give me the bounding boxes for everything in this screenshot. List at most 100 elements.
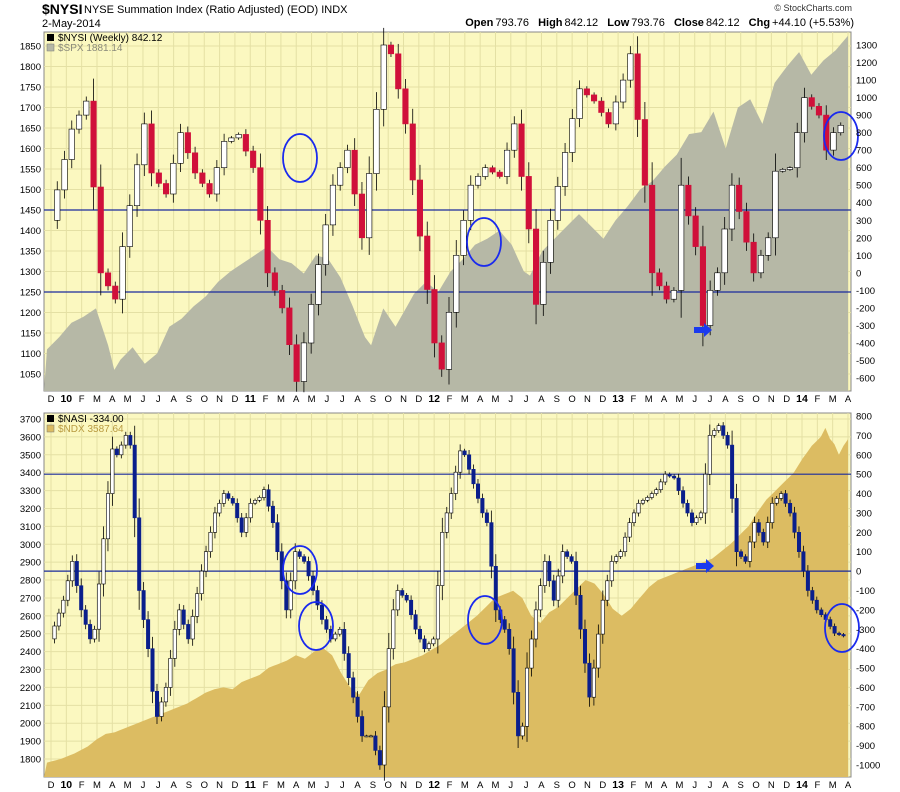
nasi-bar [163, 687, 168, 703]
nysi-bar [627, 53, 634, 81]
x-axis-label: M [277, 394, 285, 405]
nysi-bar [532, 228, 540, 305]
nasi-bar [297, 551, 302, 557]
right-axis-label: -300 [856, 625, 875, 636]
nasi-bar [475, 483, 480, 499]
nasi-bar [591, 667, 596, 698]
nysi-bar [489, 167, 496, 173]
x-axis-label: A [661, 394, 668, 405]
nysi-bar [329, 184, 337, 226]
nasi-bar [337, 628, 342, 635]
nasi-bar [596, 633, 601, 669]
x-axis-label: F [79, 780, 85, 791]
nasi-bar [770, 502, 775, 523]
nasi-bar [288, 580, 293, 611]
right-axis-label: 600 [856, 163, 872, 174]
nysi-bar [134, 164, 141, 207]
x-axis-label: A [661, 780, 668, 791]
x-axis-label: M [829, 394, 837, 405]
nysi-bar [503, 149, 511, 177]
x-axis-label: F [263, 394, 269, 405]
nysi-bar [416, 179, 424, 237]
nysi-bar [148, 123, 155, 174]
nysi-bar [409, 123, 416, 181]
nysi-bar [424, 235, 431, 290]
nysi-bar [380, 44, 387, 110]
x-axis-label: J [141, 394, 146, 405]
nasi-bar [217, 502, 222, 514]
right-axis-label: 800 [856, 128, 872, 139]
nasi-bar [293, 551, 298, 582]
x-axis-label: A [109, 394, 116, 405]
left-axis-label: 1900 [20, 737, 41, 748]
right-axis-label: -800 [856, 722, 875, 733]
arrow-icon [694, 323, 712, 337]
nysi-bar [163, 183, 170, 195]
legend-secondary: $NDX 3587.64 [58, 424, 124, 435]
nysi-bar [808, 97, 815, 107]
nasi-bar [342, 628, 347, 654]
nasi-bar [110, 448, 115, 494]
nysi-bar [402, 88, 409, 125]
nasi-bar [779, 493, 784, 499]
nasi-bar [97, 583, 102, 630]
nasi-bar [605, 580, 610, 601]
chart-header: $NYSI NYSE Summation Index (Ratio Adjust… [0, 0, 900, 30]
x-axis-label: A [538, 780, 545, 791]
change-label: Chg [748, 17, 771, 29]
x-axis-label: S [554, 780, 560, 791]
x-axis-label: O [752, 780, 759, 791]
left-axis-label: 1400 [20, 226, 41, 237]
x-axis-label: A [109, 780, 116, 791]
x-axis-label: N [400, 780, 407, 791]
right-axis-label: -700 [856, 702, 875, 713]
nasi-bar [774, 498, 779, 504]
highlight-circle [823, 111, 859, 161]
arrow-icon [696, 559, 714, 573]
nasi-bar [284, 580, 289, 611]
nasi-bar [828, 619, 833, 627]
x-axis-label: D [599, 394, 606, 405]
x-axis-label: D [415, 780, 422, 791]
x-axis-label: A [722, 394, 729, 405]
nysi-bar [337, 167, 344, 186]
nysi-bar [540, 261, 547, 305]
x-axis-label: D [48, 780, 55, 791]
nasi-bar [560, 551, 565, 577]
nasi-bar [208, 531, 213, 552]
nasi-bar [431, 638, 436, 645]
left-axis-label: 1350 [20, 247, 41, 258]
nysi-bar [271, 272, 278, 291]
nasi-bar [618, 551, 623, 557]
right-axis-label: 0 [856, 567, 861, 578]
x-axis-label: J [340, 394, 345, 405]
legend-primary: $NASI -334.00 [58, 414, 124, 425]
nasi-bar [417, 628, 422, 640]
nasi-bar [631, 512, 636, 523]
nasi-bar [511, 648, 516, 693]
x-axis-label: N [216, 394, 223, 405]
x-axis-label: M [277, 780, 285, 791]
nysi-bar [293, 344, 300, 382]
nasi-bar [83, 609, 88, 625]
x-axis-label: F [631, 780, 637, 791]
nasi-bar [462, 450, 467, 456]
right-axis-label: 700 [856, 431, 872, 442]
nasi-bar [667, 473, 672, 477]
nasi-bar [101, 538, 106, 585]
copyright: © StockCharts.com [774, 3, 852, 13]
nysi-bar [90, 100, 97, 188]
right-axis-label: 1000 [856, 93, 877, 104]
nasi-bar [587, 662, 592, 698]
nasi-bar [792, 512, 797, 533]
nysi-bar [685, 184, 692, 217]
nysi-bar [837, 125, 844, 134]
right-axis-label: -900 [856, 741, 875, 752]
nasi-bar [239, 517, 244, 533]
nysi-bar [467, 184, 474, 221]
x-axis-label: S [554, 394, 560, 405]
nysi-bar [257, 167, 264, 221]
nasi-bar [600, 599, 605, 635]
left-axis-label: 2200 [20, 683, 41, 694]
nysi-bar [801, 97, 808, 133]
